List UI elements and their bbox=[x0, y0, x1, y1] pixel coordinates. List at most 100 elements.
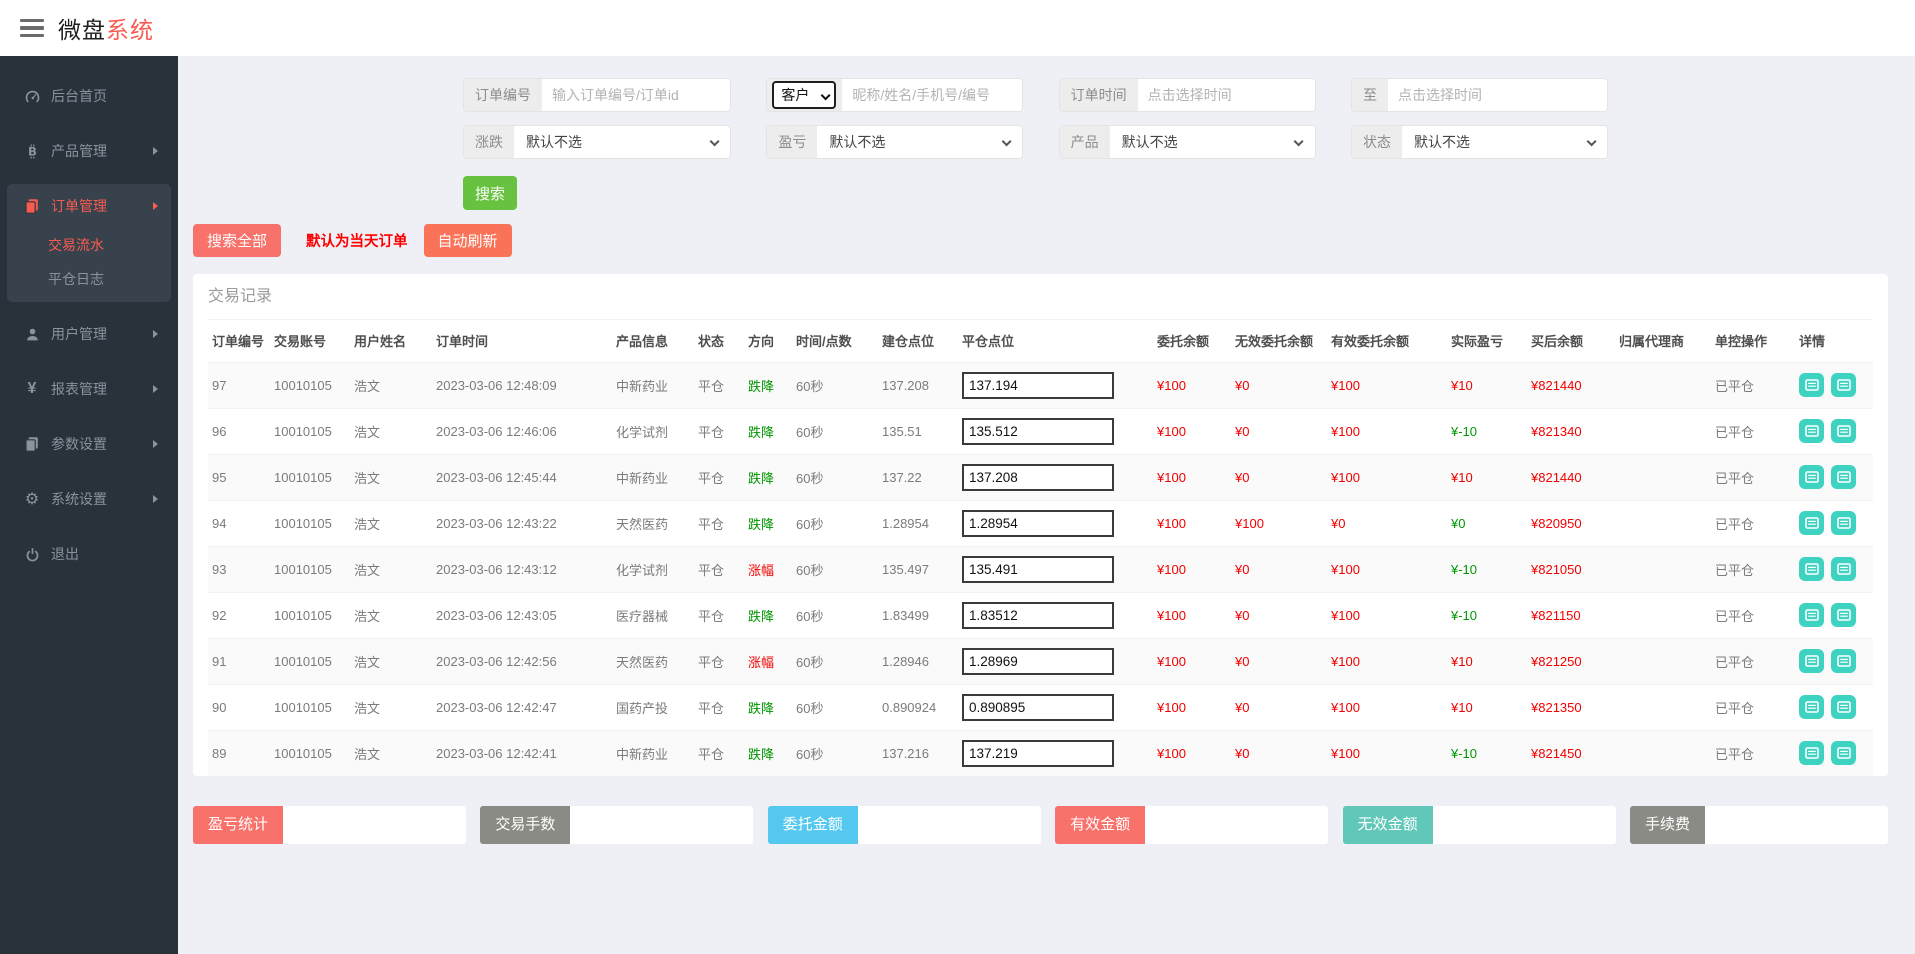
detail-log-button[interactable] bbox=[1831, 373, 1856, 397]
profit-loss-select[interactable]: 默认不选 bbox=[817, 126, 1023, 158]
customer-input[interactable] bbox=[842, 79, 1023, 111]
sidebar-item-label: 用户管理 bbox=[51, 326, 107, 342]
stat-value bbox=[570, 806, 754, 844]
cell-user-name: 浩文 bbox=[350, 407, 432, 454]
close-point-input[interactable] bbox=[962, 647, 1114, 675]
cell-entrust-balance: ¥100 bbox=[1153, 545, 1231, 592]
app-title-primary: 微盘 bbox=[58, 17, 106, 43]
cell-close-point bbox=[958, 453, 1153, 500]
detail-button[interactable] bbox=[1799, 465, 1824, 489]
cell-product: 天然医药 bbox=[612, 499, 694, 546]
detail-button[interactable] bbox=[1799, 695, 1824, 719]
product-select[interactable]: 默认不选 bbox=[1109, 126, 1315, 158]
status-filter: 状态 默认不选 bbox=[1350, 125, 1608, 159]
cell-actual-pl: ¥-10 bbox=[1447, 407, 1527, 454]
detail-button[interactable] bbox=[1799, 557, 1824, 581]
customer-type-select[interactable]: 客户 bbox=[772, 81, 837, 109]
close-point-input[interactable] bbox=[962, 693, 1114, 721]
sidebar-item-label: 退出 bbox=[51, 546, 79, 562]
cell-account: 10010105 bbox=[270, 683, 350, 730]
sidebar-item-system[interactable]: ⚙ 系统设置 bbox=[0, 477, 178, 521]
close-point-input[interactable] bbox=[962, 371, 1114, 399]
search-button[interactable]: 搜索 bbox=[463, 176, 517, 210]
column-header: 订单编号 bbox=[212, 334, 265, 350]
column-header: 无效委托余额 bbox=[1235, 334, 1314, 350]
cell-time-points: 60秒 bbox=[792, 361, 878, 408]
cell-account: 10010105 bbox=[270, 453, 350, 500]
auto-refresh-button[interactable]: 自动刷新 bbox=[423, 224, 512, 257]
cell-agent bbox=[1615, 545, 1711, 592]
detail-log-button[interactable] bbox=[1831, 465, 1856, 489]
detail-log-button[interactable] bbox=[1831, 741, 1856, 766]
customer-type-holder: 客户 bbox=[767, 79, 843, 111]
detail-button[interactable] bbox=[1799, 649, 1824, 673]
cell-time-points: 60秒 bbox=[792, 591, 878, 638]
cell-order-no: 96 bbox=[208, 407, 270, 454]
sidebar-subitem-close-log[interactable]: 平仓日志 bbox=[48, 271, 104, 287]
customer-filter: 客户 bbox=[766, 78, 1024, 112]
cell-time-points: 60秒 bbox=[792, 499, 878, 546]
cell-invalid-entrust: ¥0 bbox=[1231, 407, 1327, 454]
detail-log-button[interactable] bbox=[1831, 649, 1856, 673]
column-header: 详情 bbox=[1799, 334, 1826, 350]
cell-entrust-balance: ¥100 bbox=[1153, 729, 1231, 776]
cell-account: 10010105 bbox=[270, 637, 350, 684]
cell-open-point: 1.28946 bbox=[878, 637, 958, 684]
sidebar-subitem-trade-flow[interactable]: 交易流水 bbox=[48, 237, 104, 253]
sidebar-item-products[interactable]: B 产品管理 bbox=[0, 129, 178, 173]
cell-valid-entrust: ¥100 bbox=[1327, 729, 1447, 776]
search-all-button[interactable]: 搜索全部 bbox=[193, 224, 282, 257]
cell-order-time: 2023-03-06 12:42:41 bbox=[432, 729, 612, 776]
close-point-input[interactable] bbox=[962, 601, 1114, 629]
detail-button[interactable] bbox=[1799, 511, 1824, 535]
close-point-input[interactable] bbox=[962, 417, 1114, 445]
detail-log-button[interactable] bbox=[1831, 511, 1856, 535]
sidebar-item-params[interactable]: 参数设置 bbox=[0, 422, 178, 466]
order-time-from-filter: 订单时间 bbox=[1058, 78, 1316, 112]
cell-user-name: 浩文 bbox=[350, 683, 432, 730]
order-no-input[interactable] bbox=[542, 79, 730, 111]
detail-log-button[interactable] bbox=[1831, 603, 1856, 627]
sidebar-item-home[interactable]: 后台首页 bbox=[0, 74, 178, 118]
status-select[interactable]: 默认不选 bbox=[1401, 126, 1607, 158]
cell-open-point: 0.890924 bbox=[878, 683, 958, 730]
close-point-input[interactable] bbox=[962, 509, 1114, 537]
close-point-input[interactable] bbox=[962, 555, 1114, 583]
detail-log-button[interactable] bbox=[1831, 419, 1856, 443]
cell-direction: 跌降 bbox=[744, 729, 792, 776]
table-header-row: 订单编号 交易账号 用户姓名 订单时间 产品信息 状态 方向 时间/点数 建仓点位 平仓点位 委托余… bbox=[208, 320, 1873, 362]
detail-log-button[interactable] bbox=[1831, 695, 1856, 719]
menu-toggle-icon[interactable] bbox=[20, 19, 44, 37]
detail-button[interactable] bbox=[1799, 741, 1824, 766]
sidebar-item-logout[interactable]: 退出 bbox=[0, 532, 178, 576]
stat-value bbox=[1145, 806, 1329, 844]
close-point-input[interactable] bbox=[962, 739, 1114, 767]
sidebar-item-reports[interactable]: ¥ 报表管理 bbox=[0, 367, 178, 411]
cell-agent bbox=[1615, 453, 1711, 500]
order-time-to-input[interactable] bbox=[1387, 79, 1607, 111]
detail-button[interactable] bbox=[1799, 373, 1824, 397]
cell-open-point: 135.497 bbox=[878, 545, 958, 592]
rise-fall-select[interactable]: 默认不选 bbox=[514, 126, 730, 158]
table-row: 89 10010105 浩文 2023-03-06 12:42:41 中新药业 平仓 跌降 6… bbox=[208, 729, 1873, 776]
close-point-input[interactable] bbox=[962, 463, 1114, 491]
sidebar-item-users[interactable]: 用户管理 bbox=[0, 312, 178, 356]
detail-button[interactable] bbox=[1799, 419, 1824, 443]
cell-control: 已平仓 bbox=[1711, 729, 1795, 776]
cell-product: 化学试剂 bbox=[612, 545, 694, 592]
cell-control: 已平仓 bbox=[1711, 361, 1795, 408]
cell-entrust-balance: ¥100 bbox=[1153, 683, 1231, 730]
order-time-from-input[interactable] bbox=[1137, 79, 1315, 111]
default-today-label: 默认为当天订单 bbox=[306, 234, 408, 250]
trade-records-table: 订单编号 交易账号 用户姓名 订单时间 产品信息 状态 方向 时间/点数 建仓点位 平仓点位 委托余… bbox=[208, 320, 1873, 776]
detail-log-button[interactable] bbox=[1831, 557, 1856, 581]
stat-trade-lots: 交易手数 bbox=[480, 806, 754, 844]
cell-actual-pl: ¥-10 bbox=[1447, 591, 1527, 638]
column-header: 方向 bbox=[748, 334, 775, 350]
cell-order-no: 93 bbox=[208, 545, 270, 592]
detail-button[interactable] bbox=[1799, 603, 1824, 627]
chevron-right-icon bbox=[153, 495, 158, 503]
cell-direction: 跌降 bbox=[744, 683, 792, 730]
cell-close-point bbox=[958, 683, 1153, 730]
sidebar-item-orders[interactable]: 订单管理 bbox=[7, 184, 171, 228]
